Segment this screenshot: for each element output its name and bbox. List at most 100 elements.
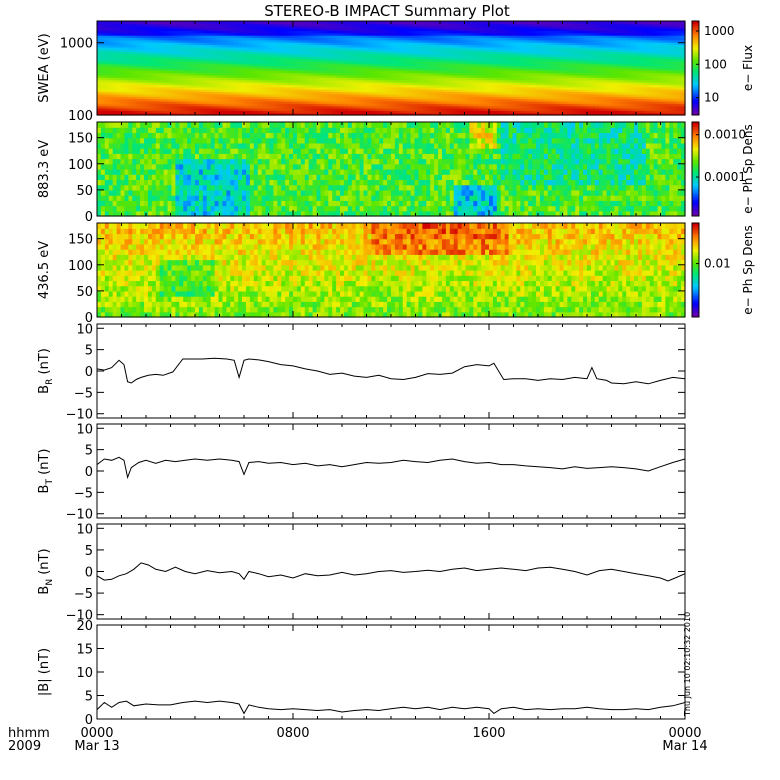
swea-cell [489, 51, 494, 55]
swea-cell [579, 63, 584, 67]
swea-cell [136, 103, 141, 107]
swea-cell [469, 37, 474, 41]
swea-cell [97, 42, 102, 46]
swea-cell [539, 58, 545, 62]
swea-cell [492, 70, 498, 74]
swea-cell [261, 49, 267, 53]
swea-cell [336, 32, 341, 36]
swea-cell [500, 86, 506, 90]
swea-cell [410, 37, 416, 41]
swea-cell [234, 28, 239, 31]
swea-cell [214, 79, 220, 83]
swea-cell [473, 98, 478, 102]
swea-cell [438, 44, 443, 48]
swea-cell [422, 112, 427, 116]
swea-cell [351, 49, 357, 53]
swea-cell [179, 46, 184, 50]
swea-cell [136, 96, 141, 100]
swea-cell [516, 105, 521, 109]
swea-cell [179, 51, 184, 55]
swea-cell [359, 46, 365, 50]
swea-cell [528, 89, 533, 93]
swea-cell [536, 37, 541, 41]
swea-cell [120, 21, 126, 24]
swea-cell [457, 51, 463, 55]
swea-cell [583, 49, 588, 53]
swea-cell [308, 44, 314, 48]
swea-cell [324, 86, 329, 90]
swea-cell [481, 89, 486, 93]
swea-cell [112, 72, 118, 76]
swea-cell [496, 96, 502, 100]
swea-cell [481, 28, 486, 31]
swea-cell [108, 98, 114, 102]
swea-cell [563, 75, 568, 78]
swea-cell [469, 82, 474, 86]
swea-cell [571, 91, 576, 95]
swea-cell [155, 103, 161, 107]
swea-cell [144, 100, 149, 104]
swea-cell [438, 91, 443, 95]
swea-cell [434, 68, 439, 71]
swea-cell [571, 72, 576, 76]
swea-cell [394, 37, 400, 41]
swea-cell [391, 103, 396, 107]
swea-cell [469, 44, 474, 48]
swea-cell [140, 82, 145, 86]
swea-cell [453, 60, 459, 64]
swea-cell [242, 70, 247, 74]
swea-cell [218, 60, 224, 64]
swea-cell [257, 70, 263, 74]
swea-cell [473, 110, 478, 114]
swea-cell [293, 77, 298, 81]
swea-cell [394, 100, 400, 104]
swea-cell [481, 60, 486, 64]
swea-cell [481, 35, 486, 39]
swea-cell [422, 96, 427, 100]
swea-cell [351, 75, 357, 78]
swea-cell [238, 44, 243, 48]
swea-cell [383, 79, 388, 83]
swea-cell [249, 60, 255, 64]
swea-cell [485, 110, 490, 114]
swea-cell [273, 84, 278, 88]
swea-cell [543, 58, 549, 62]
swea-cell [371, 53, 376, 57]
swea-cell [461, 93, 467, 97]
swea-cell [100, 23, 106, 27]
swea-cell [132, 56, 137, 60]
swea-cell [383, 112, 388, 116]
swea-cell [136, 86, 141, 90]
swea-cell [422, 32, 427, 36]
swea-cell [191, 25, 196, 29]
swea-cell [100, 70, 106, 74]
swea-cell [547, 110, 553, 114]
swea-cell [206, 96, 212, 100]
swea-cell [222, 44, 227, 48]
swea-cell [387, 68, 392, 71]
swea-cell [312, 100, 318, 104]
swea-cell [210, 53, 216, 57]
swea-cell [124, 112, 129, 116]
swea-cell [520, 63, 525, 67]
swea-cell [124, 44, 129, 48]
swea-cell [195, 46, 200, 50]
swea-cell [453, 112, 459, 116]
swea-cell [222, 107, 227, 111]
swea-cell [206, 77, 212, 81]
swea-cell [418, 42, 423, 46]
swea-cell [261, 91, 267, 95]
swea-cell [293, 21, 298, 24]
swea-cell [445, 72, 451, 76]
swea-cell [238, 35, 243, 39]
swea-cell [547, 42, 553, 46]
swea-cell [293, 28, 298, 31]
swea-cell [269, 100, 274, 104]
swea-cell [500, 23, 506, 27]
swea-cell [312, 112, 318, 116]
swea-cell [414, 77, 420, 81]
swea-cell [551, 98, 557, 102]
swea-cell [473, 58, 478, 62]
swea-cell [163, 77, 169, 81]
swea-cell [398, 23, 404, 27]
